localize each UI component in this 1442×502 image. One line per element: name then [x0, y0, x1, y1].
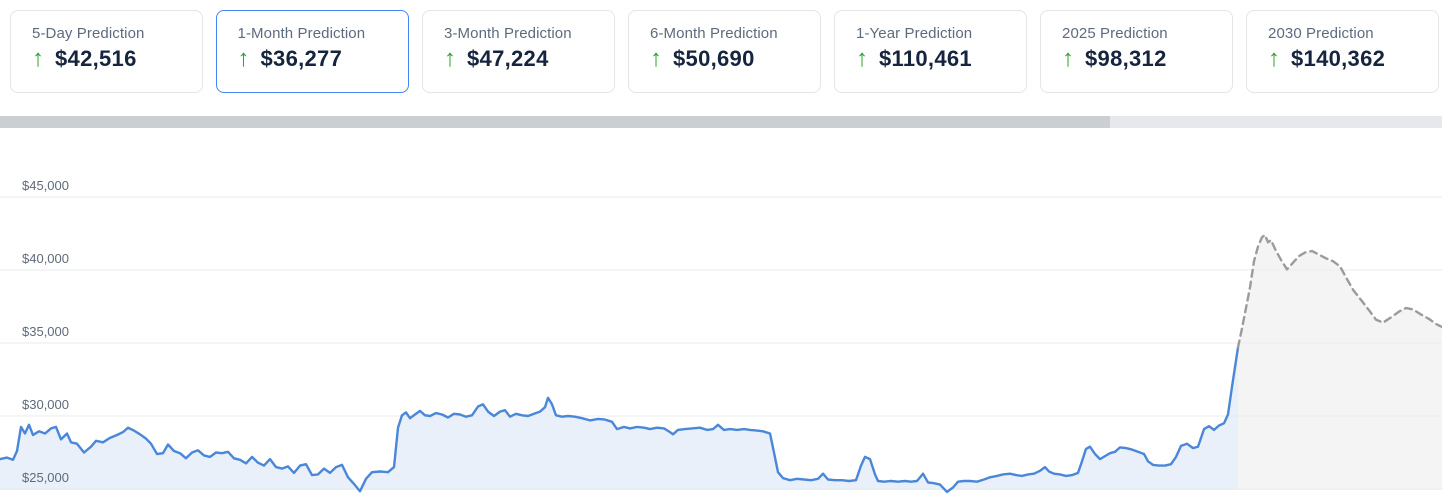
prediction-card-value: $42,516 — [55, 46, 137, 71]
y-axis-tick-label: $25,000 — [22, 470, 69, 485]
cards-scrollbar-thumb[interactable] — [0, 116, 1111, 128]
prediction-card-label: 5-Day Prediction — [32, 25, 145, 42]
up-arrow-icon: ↑ — [856, 45, 868, 72]
up-arrow-icon: ↑ — [444, 45, 456, 72]
prediction-card-label: 6-Month Prediction — [650, 25, 778, 42]
prediction-card-label: 1-Year Prediction — [856, 25, 973, 42]
prediction-card-value: $140,362 — [1291, 46, 1386, 71]
y-axis-tick-label: $35,000 — [22, 324, 69, 339]
up-arrow-icon: ↑ — [237, 44, 250, 72]
prediction-card-value: $36,277 — [260, 45, 343, 71]
up-arrow-icon: ↑ — [1268, 45, 1280, 72]
price-prediction-chart[interactable]: $45,000 $40,000 $35,000 $30,000 $25,000 — [0, 150, 1442, 502]
prediction-card-label: 1-Month Prediction — [237, 24, 366, 42]
prediction-card-1-month[interactable]: 1-Month Prediction ↑ $36,277 — [216, 10, 409, 93]
prediction-card-label: 2030 Prediction — [1268, 25, 1374, 42]
prediction-card-5-day[interactable]: 5-Day Prediction ↑ $42,516 — [10, 10, 203, 93]
up-arrow-icon: ↑ — [650, 45, 662, 72]
prediction-card-3-month[interactable]: 3-Month Prediction ↑ $47,224 — [422, 10, 615, 93]
chart-canvas[interactable] — [0, 150, 1442, 502]
prediction-card-value: $50,690 — [673, 46, 755, 71]
prediction-cards-row: 5-Day Prediction ↑ $42,516 1-Month Predi… — [10, 10, 1442, 100]
y-axis-tick-label: $45,000 — [22, 178, 69, 193]
prediction-card-6-month[interactable]: 6-Month Prediction ↑ $50,690 — [628, 10, 821, 93]
prediction-card-1-year[interactable]: 1-Year Prediction ↑ $110,461 — [834, 10, 1027, 93]
prediction-card-value: $47,224 — [467, 46, 549, 71]
y-axis-tick-label: $30,000 — [22, 397, 69, 412]
cards-scrollbar-track[interactable] — [0, 116, 1442, 128]
prediction-card-value: $110,461 — [879, 46, 972, 71]
prediction-card-2030[interactable]: 2030 Prediction ↑ $140,362 — [1246, 10, 1439, 93]
prediction-card-label: 2025 Prediction — [1062, 25, 1168, 42]
prediction-card-label: 3-Month Prediction — [444, 25, 572, 42]
y-axis-tick-label: $40,000 — [22, 251, 69, 266]
up-arrow-icon: ↑ — [1062, 45, 1074, 72]
prediction-card-value: $98,312 — [1085, 46, 1167, 71]
prediction-card-2025[interactable]: 2025 Prediction ↑ $98,312 — [1040, 10, 1233, 93]
up-arrow-icon: ↑ — [32, 45, 44, 72]
